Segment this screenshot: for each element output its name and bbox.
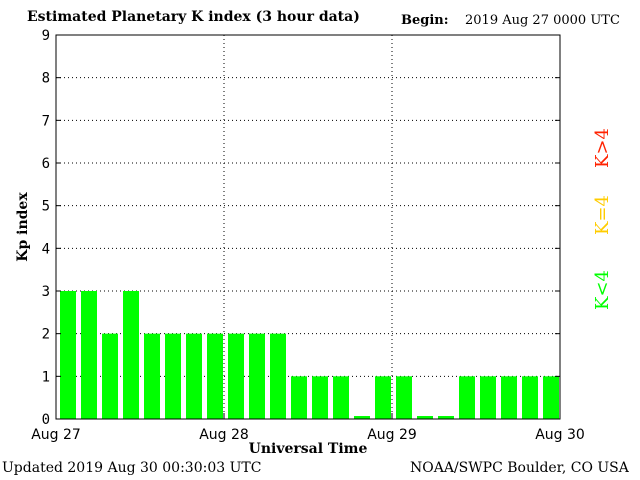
kp-bar [123,291,139,419]
kp-bar [81,291,97,419]
chart-title: Estimated Planetary K index (3 hour data… [27,9,360,25]
x-tick-label: Aug 27 [31,427,81,443]
legend-item: K>4 [592,128,613,168]
kp-bar [270,333,286,419]
updated-timestamp: Updated 2019 Aug 30 00:30:03 UTC [2,460,262,476]
x-tick-label: Aug 30 [535,427,585,443]
y-tick-label: 0 [42,412,50,428]
kp-bar [522,376,538,419]
y-tick-label: 2 [42,327,50,343]
x-tick-label: Aug 29 [367,427,417,443]
kp-bar [396,376,412,419]
kp-bar [312,376,328,419]
legend-item: K=4 [592,195,613,235]
kp-bar [459,376,475,419]
y-axis-label: Kp index [15,192,31,262]
kp-bar [249,333,265,419]
kp-bar [333,376,349,419]
kp-bar [543,376,559,419]
kp-bar [291,376,307,419]
kp-bar [375,376,391,419]
kp-bar [165,333,181,419]
credit-text: NOAA/SWPC Boulder, CO USA [410,460,629,476]
kp-bar [144,333,160,419]
begin-label: Begin: [401,13,449,28]
kp-bar [480,376,496,419]
y-tick-label: 1 [42,369,50,385]
x-axis-label: Universal Time [249,441,368,457]
begin-value: 2019 Aug 27 0000 UTC [465,13,620,28]
y-tick-label: 7 [42,113,50,129]
kp-bar [501,376,517,419]
kp-bar [417,416,433,419]
y-tick-label: 4 [42,241,50,257]
kp-bar [60,291,76,419]
kp-bar [207,333,223,419]
y-tick-label: 3 [42,284,50,300]
kp-bar [102,333,118,419]
plot-frame [55,34,561,420]
kp-bar [228,333,244,419]
kp-bar [438,416,454,419]
y-tick-label: 6 [42,156,50,172]
kp-bar [354,416,370,419]
y-tick-label: 9 [42,28,50,44]
x-tick-label: Aug 28 [199,427,249,443]
y-tick-label: 8 [42,71,50,87]
y-tick-label: 5 [42,199,50,215]
legend-item: K<4 [592,270,613,310]
kp-bar [186,333,202,419]
